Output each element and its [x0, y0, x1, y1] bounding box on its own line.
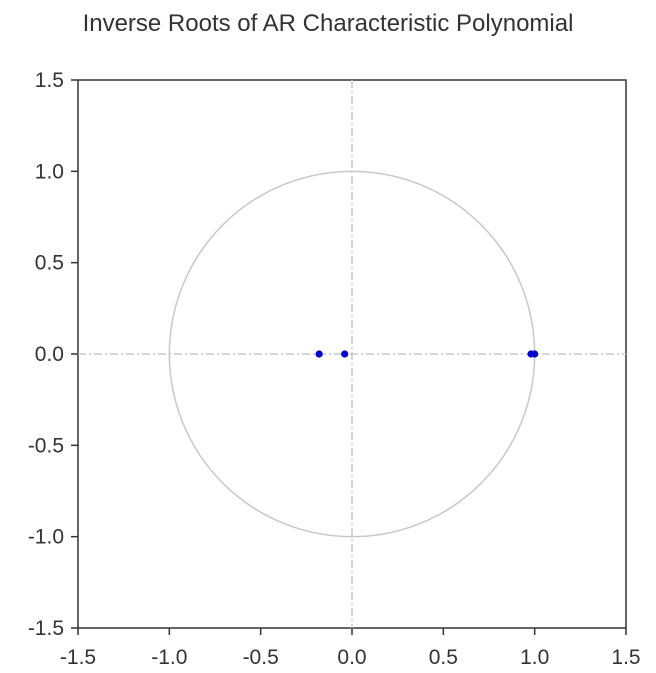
- x-tick-label: -1.5: [60, 646, 96, 669]
- reference-layer: [78, 80, 626, 628]
- root-point: [341, 350, 349, 358]
- tick-labels-layer: -1.5 -1.0 -0.5 0.0 0.5 1.0 1.5 1.5 1.0 0.5 0.0 -0.5…: [28, 69, 641, 669]
- y-tick-label: -1.5: [28, 617, 64, 640]
- root-point: [531, 350, 539, 358]
- y-tick-label: 1.0: [35, 160, 64, 183]
- x-tick-label: 1.0: [520, 646, 549, 669]
- x-tick-label: 1.5: [611, 646, 640, 669]
- y-tick-label: 1.5: [35, 69, 64, 92]
- y-tick-label: -1.0: [28, 526, 64, 549]
- points-layer: [315, 350, 539, 358]
- root-point: [315, 350, 323, 358]
- y-tick-label: 0.0: [35, 343, 64, 366]
- axes-layer: [71, 79, 627, 635]
- x-tick-label: 0.0: [337, 646, 366, 669]
- x-tick-label: 0.5: [429, 646, 458, 669]
- x-tick-label: -1.0: [151, 646, 187, 669]
- chart-title: Inverse Roots of AR Characteristic Polyn…: [82, 10, 574, 37]
- y-tick-label: -0.5: [28, 434, 64, 457]
- y-tick-label: 0.5: [35, 252, 64, 275]
- x-tick-label: -0.5: [243, 646, 279, 669]
